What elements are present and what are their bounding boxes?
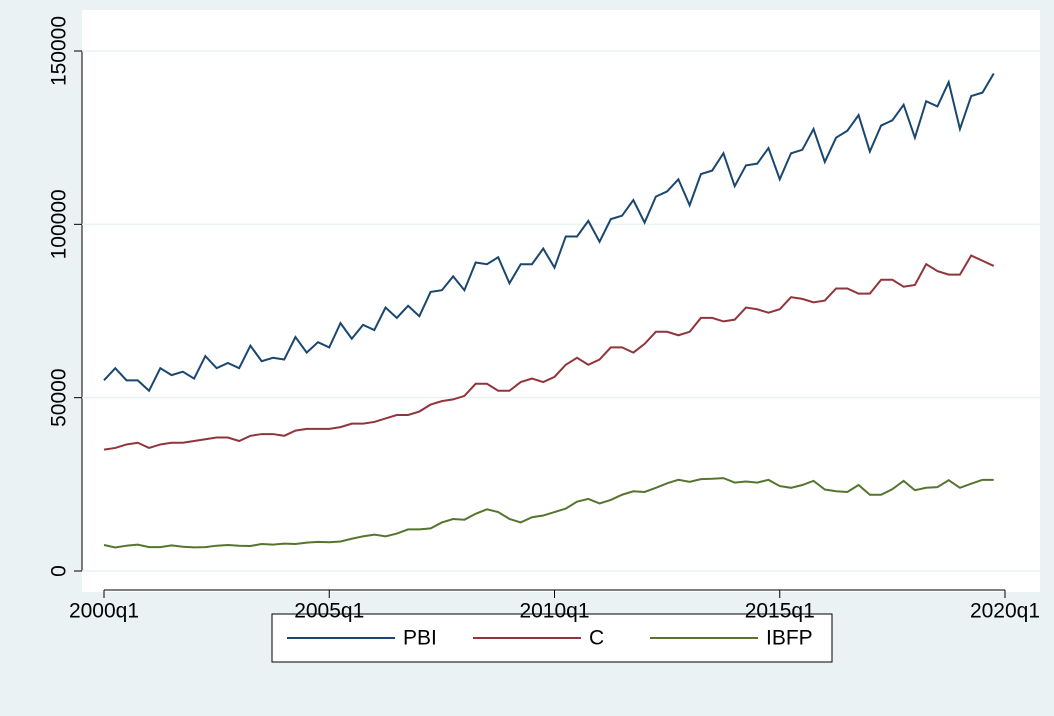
y-tick-label: 0 [48, 565, 71, 577]
series-line [103, 73, 995, 393]
y-tick-label: 150000 [48, 16, 71, 86]
plot-area [82, 10, 1040, 592]
x-tick-label: 2005q1 [294, 600, 364, 623]
x-tick-label: 2010q1 [519, 600, 589, 623]
y-tick-label: 100000 [48, 189, 71, 259]
y-tick-label: 50000 [48, 368, 71, 426]
x-tick-label: 2020q1 [970, 600, 1040, 623]
legend-label: PBI [403, 627, 437, 650]
x-tick-label: 2015q1 [745, 600, 815, 623]
series-line [103, 477, 994, 549]
series-line [103, 254, 995, 451]
legend-label: IBFP [766, 627, 813, 650]
x-tick-label: 2000q1 [69, 600, 139, 623]
legend-label: C [589, 627, 604, 650]
